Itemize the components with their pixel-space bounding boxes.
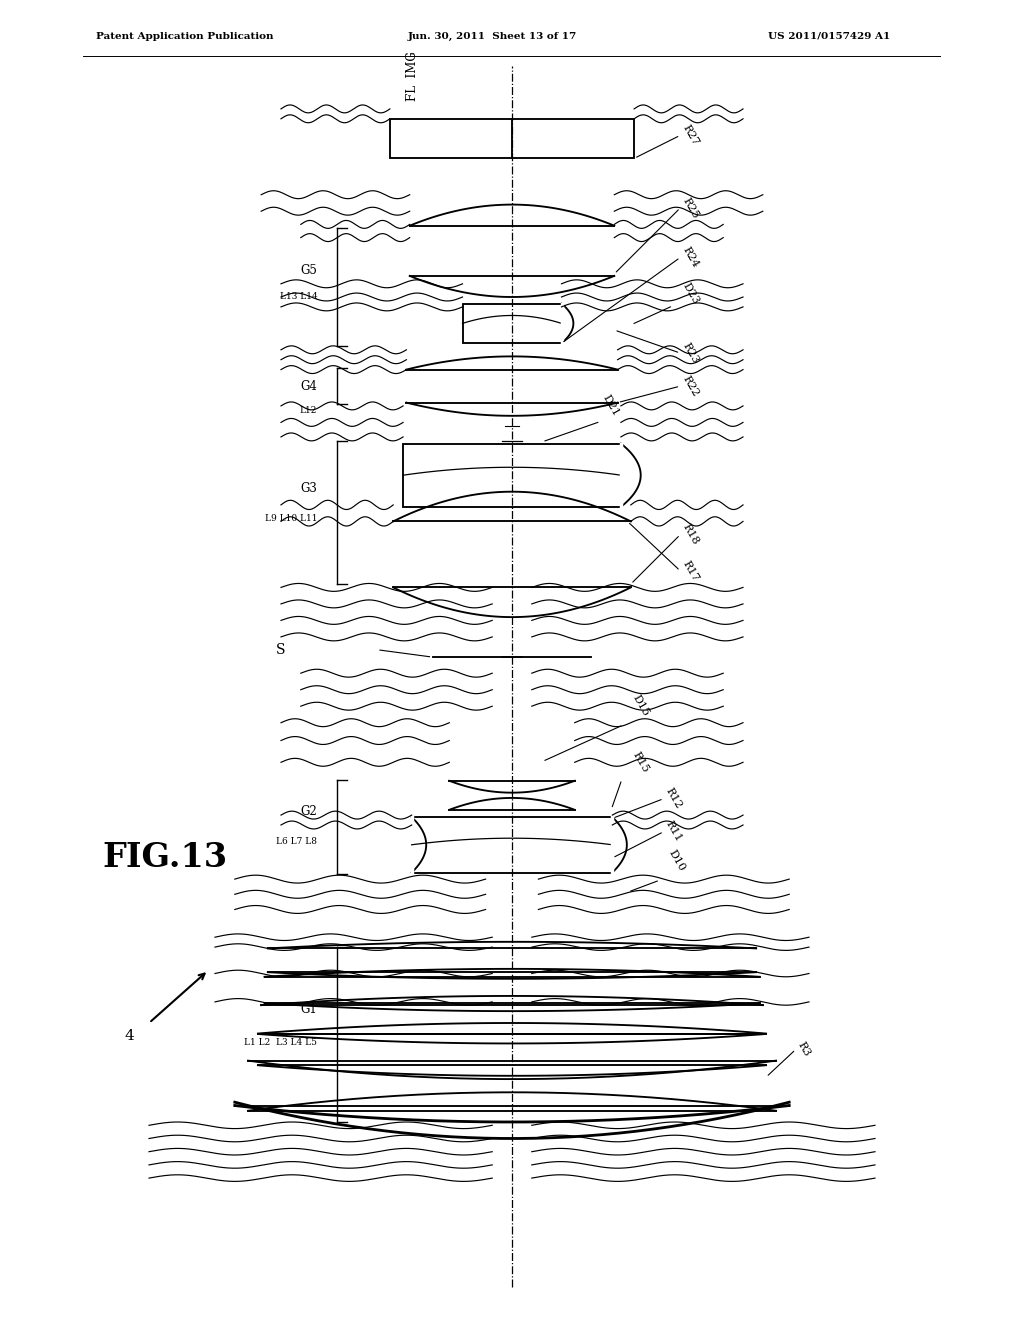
Text: G2: G2 [301,805,317,818]
Text: G3: G3 [300,482,317,495]
Bar [412,817,612,873]
Text: FL  IMG: FL IMG [407,51,420,100]
Text: R18: R18 [680,523,700,546]
Text: R27: R27 [680,123,700,148]
Text: R15: R15 [631,750,650,775]
Bar [390,119,634,158]
Text: L9 L10 L11: L9 L10 L11 [265,513,317,523]
Text: R17: R17 [680,558,700,583]
Text: D15: D15 [631,693,651,718]
Text: R24: R24 [680,246,700,269]
Text: L13 L14: L13 L14 [280,293,317,301]
Text: G5: G5 [300,264,317,277]
Text: Jun. 30, 2011  Sheet 13 of 17: Jun. 30, 2011 Sheet 13 of 17 [408,32,577,41]
Text: US 2011/0157429 A1: US 2011/0157429 A1 [768,32,890,41]
Text: Patent Application Publication: Patent Application Publication [96,32,273,41]
Text: 4: 4 [124,1030,134,1043]
Text: D23: D23 [680,281,700,306]
Text: L12: L12 [300,407,317,414]
Text: D21: D21 [601,393,622,418]
Text: L6 L7 L8: L6 L7 L8 [276,837,317,846]
Text: R12: R12 [664,787,684,810]
Bar [463,304,561,343]
Text: R3: R3 [796,1040,812,1059]
Text: D10: D10 [667,849,687,874]
Text: R25: R25 [680,195,700,220]
Text: G1: G1 [301,1003,317,1016]
Text: S: S [276,643,286,657]
Text: FIG.13: FIG.13 [102,842,228,874]
Text: G4: G4 [300,380,317,392]
Text: L1 L2  L3 L4 L5: L1 L2 L3 L4 L5 [245,1039,317,1047]
Bar [403,444,621,507]
Text: R22: R22 [680,374,700,399]
Text: R11: R11 [664,820,684,843]
Text: R23: R23 [680,341,700,366]
